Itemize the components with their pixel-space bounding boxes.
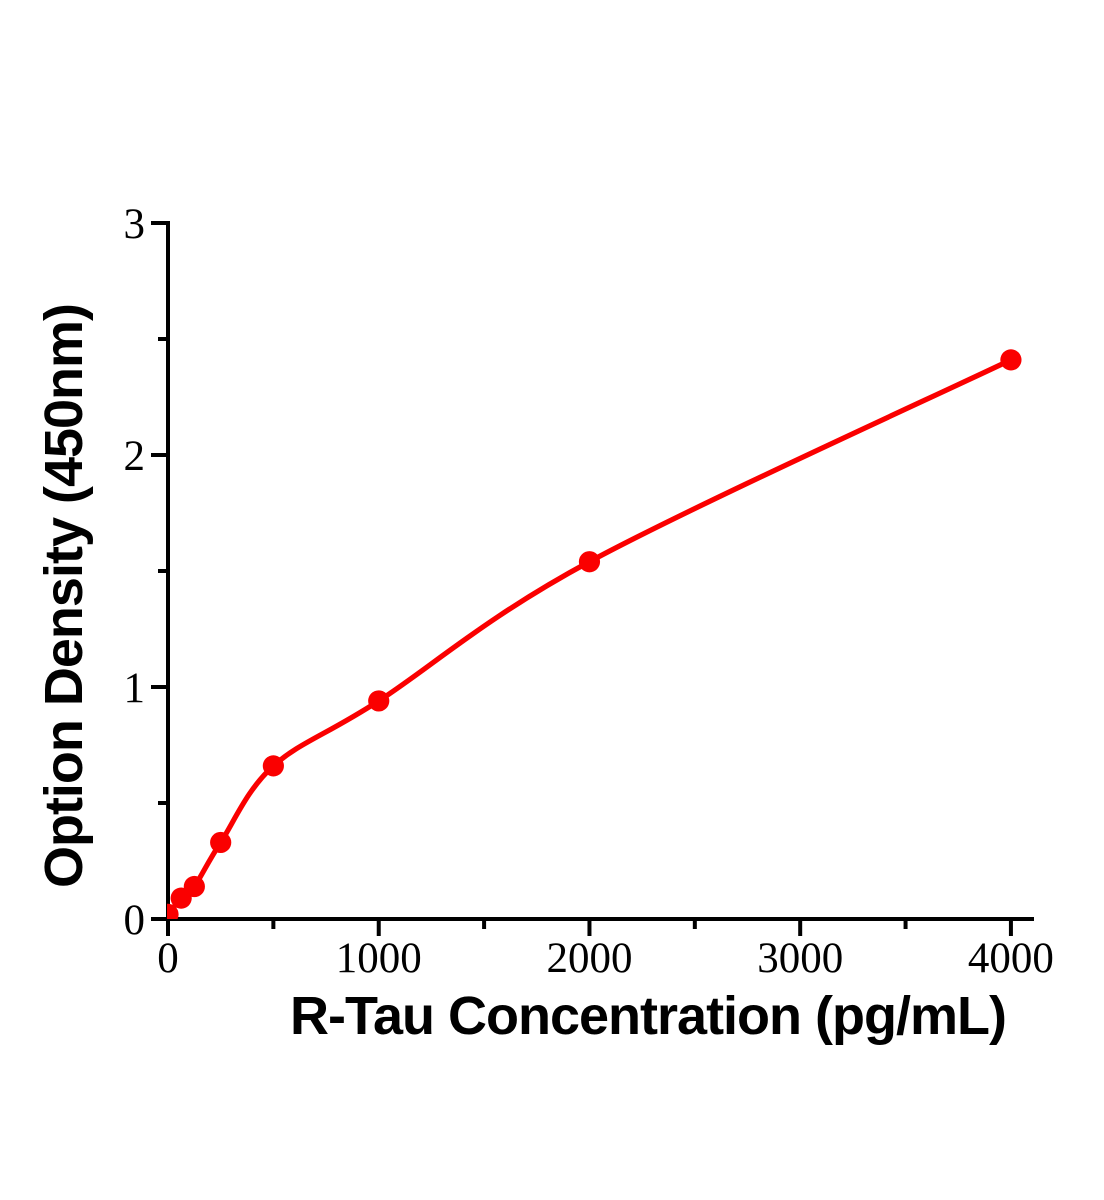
x-tick-label: 0 (157, 935, 179, 982)
data-point (167, 903, 179, 919)
y-axis-title: Option Density (450nm) (34, 303, 94, 889)
x-tick-label: 4000 (968, 935, 1054, 982)
data-point (183, 875, 205, 898)
x-tick-label: 2000 (546, 935, 632, 982)
data-point (210, 831, 232, 854)
y-tick-label: 3 (124, 201, 146, 248)
data-point (368, 690, 390, 712)
data-point (1000, 349, 1022, 371)
fit-curve (167, 357, 1014, 917)
x-tick-label: 3000 (757, 935, 843, 982)
y-tick-label: 0 (124, 897, 146, 944)
y-tick-label: 2 (124, 433, 146, 480)
x-tick-label: 1000 (336, 935, 422, 982)
x-axis-title: R-Tau Concentration (pg/mL) (290, 986, 1007, 1046)
data-point (262, 755, 284, 777)
series-group (167, 349, 1022, 919)
axis-spines (166, 221, 1034, 921)
data-point (578, 551, 601, 573)
y-tick-label: 1 (124, 665, 146, 712)
